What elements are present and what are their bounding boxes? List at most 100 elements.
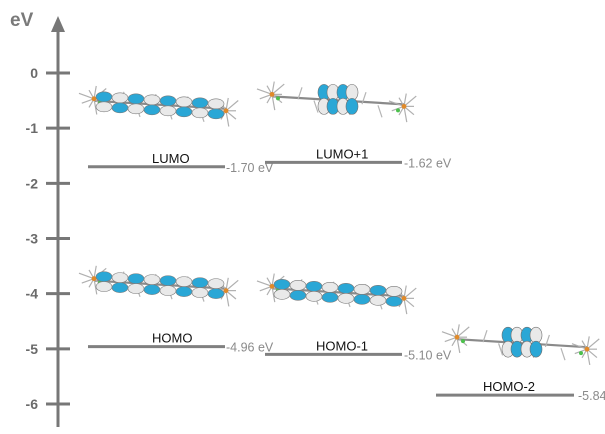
orbital-lobe <box>207 108 225 120</box>
ligand-bond <box>456 326 470 338</box>
axis-tick-label: -2 <box>26 175 39 191</box>
orbital-lobe <box>127 103 145 115</box>
metal-atom <box>91 276 97 282</box>
orbital-lobe <box>95 281 113 292</box>
orbital-lobe <box>159 95 177 107</box>
orbital-lobe <box>353 284 371 295</box>
orbital-energy-label: -5.84 eV <box>578 389 605 403</box>
orbital-energy-label: -1.62 eV <box>404 156 452 170</box>
ligand-bond <box>225 100 239 112</box>
metal-atom <box>91 96 97 102</box>
metal-atom <box>223 288 229 294</box>
axis-unit-label: eV <box>10 10 34 31</box>
orbital-name-label: HOMO-2 <box>483 379 535 394</box>
ligand-bond <box>271 286 276 303</box>
axis-tick-label: 0 <box>30 65 38 81</box>
molecule-backbone <box>456 338 588 349</box>
orbital-lobe <box>337 293 355 304</box>
orbital-lobe <box>175 96 193 108</box>
orbital-lobe <box>385 286 403 297</box>
halide-atom <box>461 339 465 344</box>
ligand-bond <box>93 98 98 115</box>
orbital-lobe <box>191 277 209 288</box>
orbital-lobe <box>345 98 359 115</box>
ligand-bond <box>225 110 230 127</box>
orbital-name-label: LUMO+1 <box>316 146 368 161</box>
ligand-bond <box>403 287 417 299</box>
ligand-bond <box>78 92 95 100</box>
metal-atom <box>401 295 407 301</box>
orbital-lobe <box>127 93 145 105</box>
side-group-bond <box>482 329 488 343</box>
metal-atom <box>584 346 590 352</box>
orbital-homo-picture <box>78 265 239 307</box>
orbital-lobe <box>111 282 129 293</box>
orbital-lobe <box>127 283 145 294</box>
orbital-lobe <box>159 105 177 117</box>
axis-arrowhead <box>51 16 65 32</box>
orbital-name-label: LUMO <box>152 151 190 166</box>
orbital-lobe <box>159 275 177 286</box>
halide-atom <box>396 108 400 113</box>
orbital-lobe <box>143 274 161 285</box>
ligand-bond <box>388 100 405 107</box>
orbital-lobe <box>111 272 129 283</box>
orbital-lobe <box>191 97 209 109</box>
orbital-lobe <box>305 291 323 302</box>
orbital-pictures <box>78 81 600 366</box>
orbital-lobe <box>321 292 339 303</box>
side-group-bond <box>377 105 383 118</box>
orbital-lobe <box>111 102 129 114</box>
orbital-lobe <box>175 286 193 297</box>
ligand-bond <box>225 290 230 307</box>
ligand-bond <box>586 349 591 366</box>
axis-tick-label: -6 <box>26 396 39 412</box>
orbital-lobe <box>353 294 371 305</box>
orbital-lobe <box>175 276 193 287</box>
orbital-lobe <box>143 284 161 295</box>
axis-tick-label: -3 <box>26 231 39 247</box>
orbital-lobe <box>95 101 113 113</box>
energy-levels: LUMO -1.70 eV LUMO+1 -1.62 eV HOMO -4.96 eV HO… <box>88 146 605 403</box>
ligand-bond <box>571 343 588 350</box>
metal-atom <box>454 334 460 340</box>
ligand-bond <box>403 298 408 315</box>
side-group-bond <box>560 347 566 361</box>
ligand-bond <box>256 280 273 287</box>
orbital-lobe <box>191 287 209 298</box>
side-group-bond <box>313 100 319 113</box>
ligand-bond <box>441 331 458 338</box>
orbital-lobe <box>529 326 543 344</box>
orbital-lobe <box>345 84 359 101</box>
axis-tick-label: -5 <box>26 341 39 357</box>
orbital-lobe <box>369 285 387 296</box>
metal-atom <box>269 91 275 97</box>
orbital-lobe <box>111 92 129 104</box>
axis-ticks: 0 -1 -2 -3 -4 -5 -6 <box>26 65 70 412</box>
ligand-bond <box>225 279 239 292</box>
orbital-lobe <box>143 94 161 106</box>
side-group-bond <box>544 334 550 348</box>
halide-atom <box>579 351 583 356</box>
orbital-lobe <box>207 288 225 299</box>
orbital-lobe <box>289 290 307 301</box>
orbital-lobe <box>159 285 177 296</box>
orbital-name-label: HOMO <box>152 331 192 346</box>
orbital-lobe <box>289 280 307 291</box>
orbital-lobe <box>337 283 355 294</box>
orbital-lumoplus1-picture <box>256 81 417 123</box>
ligand-bond <box>93 278 98 295</box>
orbital-lobe <box>95 91 113 103</box>
ligand-bond <box>256 88 273 95</box>
orbital-lobe <box>273 279 291 290</box>
metal-atom <box>401 103 407 109</box>
side-group-bond <box>361 91 367 105</box>
energy-axis: eV <box>10 10 65 427</box>
orbital-homo-2-picture <box>441 324 600 366</box>
orbital-lobe <box>321 282 339 293</box>
halide-atom <box>276 96 280 101</box>
orbital-name-label: HOMO-1 <box>316 338 368 353</box>
ligand-bond <box>271 94 276 111</box>
ligand-bond <box>403 106 408 123</box>
